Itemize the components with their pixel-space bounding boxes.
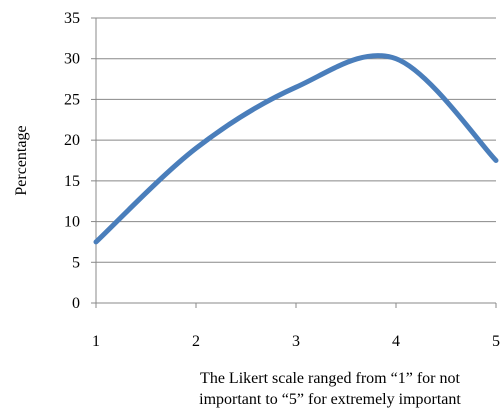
x-axis-label-line-2: important to “5” for extremely important bbox=[199, 391, 461, 408]
y-tick-label: 15 bbox=[64, 173, 80, 190]
y-axis-label: Percentage bbox=[13, 125, 30, 195]
y-tick-label: 5 bbox=[72, 254, 80, 271]
x-tick-label: 5 bbox=[492, 333, 500, 350]
gridlines bbox=[91, 17, 496, 304]
x-tick-label: 3 bbox=[292, 333, 300, 350]
y-tick-label: 25 bbox=[64, 91, 80, 108]
series-line bbox=[93, 53, 499, 245]
y-tick-label: 10 bbox=[64, 214, 80, 231]
axes bbox=[95, 18, 497, 308]
x-axis-label-line-1: The Likert scale ranged from “1” for not bbox=[200, 370, 460, 387]
x-tick-label: 1 bbox=[92, 333, 100, 350]
y-tick-label: 30 bbox=[64, 51, 80, 68]
x-tick-label: 2 bbox=[192, 333, 200, 350]
x-tick-labels: 1 2 3 4 5 bbox=[92, 333, 500, 350]
x-tick-label: 4 bbox=[392, 333, 400, 350]
y-tick-label: 20 bbox=[64, 132, 80, 149]
y-tick-labels: 0 5 10 15 20 25 30 35 bbox=[64, 10, 80, 312]
y-tick-label: 35 bbox=[64, 10, 80, 27]
y-tick-label: 0 bbox=[72, 295, 80, 312]
